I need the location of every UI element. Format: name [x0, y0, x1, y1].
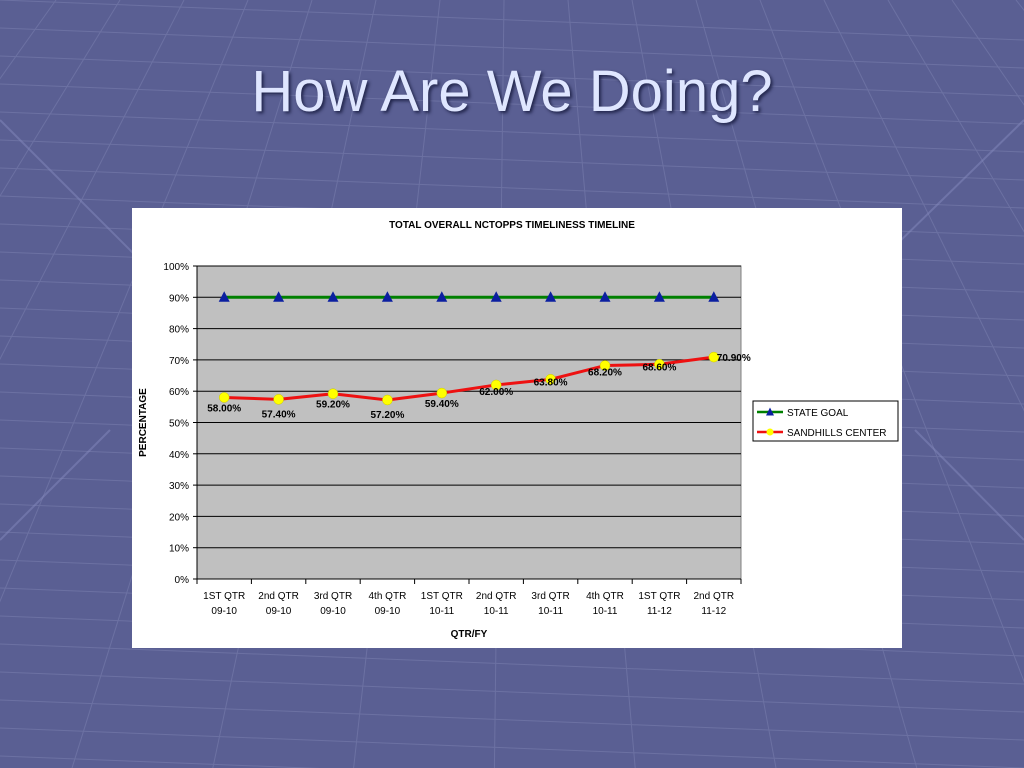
sandhills-center-data-label: 59.40% [425, 399, 459, 410]
state-goal-point [490, 291, 502, 302]
legend-label: SANDHILLS CENTER [787, 428, 886, 439]
legend-marker-state-goal [766, 407, 774, 416]
state-goal-point [599, 291, 611, 302]
x-tick-label: 2nd QTR 09-10 [258, 591, 299, 617]
background-grid-line [0, 27, 1024, 69]
background-grid-line [0, 671, 1024, 713]
x-tick-label: 3rd QTR 09-10 [314, 591, 352, 617]
sandhills-center-point [273, 394, 284, 405]
sandhills-center-point [218, 392, 230, 403]
background-grid-line [0, 643, 1024, 685]
sandhills-center-data-label: 68.20% [588, 368, 622, 379]
background-grid-line [759, 0, 1024, 683]
y-tick-label: 40% [169, 450, 189, 461]
y-tick-label: 70% [169, 356, 189, 367]
legend [752, 400, 899, 442]
background-grid-line [0, 0, 249, 603]
background-grid-line [0, 0, 185, 361]
x-tick-label: 1ST QTR 10-11 [421, 591, 463, 617]
chart-panel: TOTAL OVERALL NCTOPPS TIMELINESS TIMELIN… [132, 208, 902, 648]
y-tick-label: 90% [169, 293, 189, 304]
state-goal-point [327, 291, 339, 302]
sandhills-center-data-label: 63.80% [534, 377, 568, 388]
background-diagonal [914, 429, 1024, 541]
sandhills-center-data-label: 70.90% [717, 353, 751, 364]
sandhills-center-line [224, 355, 714, 402]
background-grid-line [0, 0, 121, 197]
slide-title: How Are We Doing? [251, 59, 773, 124]
x-tick-label: 1ST QTR 09-10 [203, 591, 245, 617]
legend-label: STATE GOAL [787, 408, 849, 419]
background-grid-line [0, 0, 1024, 41]
sandhills-center-point [327, 388, 339, 399]
background-grid-line [0, 167, 1024, 209]
x-tick-label: 2nd QTR 10-11 [476, 591, 517, 617]
background-grid-line [887, 0, 1024, 233]
y-tick-label: 80% [169, 325, 189, 336]
sandhills-center-point [382, 394, 393, 406]
y-tick-label: 0% [175, 575, 190, 586]
background-grid-line [0, 755, 321, 768]
background-grid-line [0, 83, 1024, 125]
x-tick-label: 4th QTR 10-11 [586, 591, 624, 617]
sandhills-center-data-label: 57.20% [370, 410, 404, 421]
sandhills-center-point [654, 359, 665, 370]
line-chart: TOTAL OVERALL NCTOPPS TIMELINESS TIMELIN… [138, 220, 899, 640]
state-goal-point [218, 291, 230, 302]
background-grid-line [0, 55, 1024, 97]
background-grid-line [823, 0, 1024, 412]
state-goal-point [436, 291, 448, 302]
sandhills-center-data-label: 68.60% [642, 362, 676, 373]
sandhills-center-point [545, 374, 556, 385]
sandhills-center-point [490, 379, 502, 391]
x-tick-label: 3rd QTR 10-11 [531, 591, 569, 617]
x-tick-label: 2nd QTR 11-12 [694, 591, 735, 617]
state-goal-point [708, 291, 720, 302]
x-tick-label: 1ST QTR 11-12 [638, 591, 680, 617]
y-tick-label: 50% [169, 419, 189, 430]
sandhills-center-data-label: 57.40% [262, 409, 296, 420]
y-tick-label: 10% [169, 544, 189, 555]
background-grid-line [0, 727, 1024, 768]
sandhills-center-point [708, 351, 720, 363]
sandhills-center-data-label: 62.00% [479, 387, 513, 398]
background-grid-line [0, 111, 1024, 153]
sandhills-center-point [436, 387, 448, 399]
background-grid-line [0, 699, 1024, 741]
y-tick-label: 30% [169, 481, 189, 492]
y-tick-label: 60% [169, 387, 189, 398]
sandhills-center-data-label: 58.00% [207, 403, 241, 414]
background-diagonal [0, 429, 111, 541]
x-tick-label: 4th QTR 09-10 [369, 591, 407, 617]
state-goal-point [545, 291, 557, 302]
state-goal-point [273, 291, 285, 302]
sandhills-center-data-label: 59.20% [316, 400, 350, 411]
state-goal-point [381, 291, 393, 302]
legend-marker-sandhills-center [766, 428, 774, 436]
y-tick-label: 100% [163, 262, 189, 273]
background-grid-line [0, 139, 1024, 181]
y-axis-label: PERCENTAGE [138, 388, 149, 457]
chart-title: TOTAL OVERALL NCTOPPS TIMELINESS TIMELIN… [389, 220, 635, 231]
y-tick-label: 20% [169, 512, 189, 523]
background-diagonals [0, 119, 1024, 541]
state-goal-point [653, 291, 665, 302]
sandhills-center-point [599, 360, 611, 371]
x-axis-label: QTR/FY [451, 629, 488, 640]
